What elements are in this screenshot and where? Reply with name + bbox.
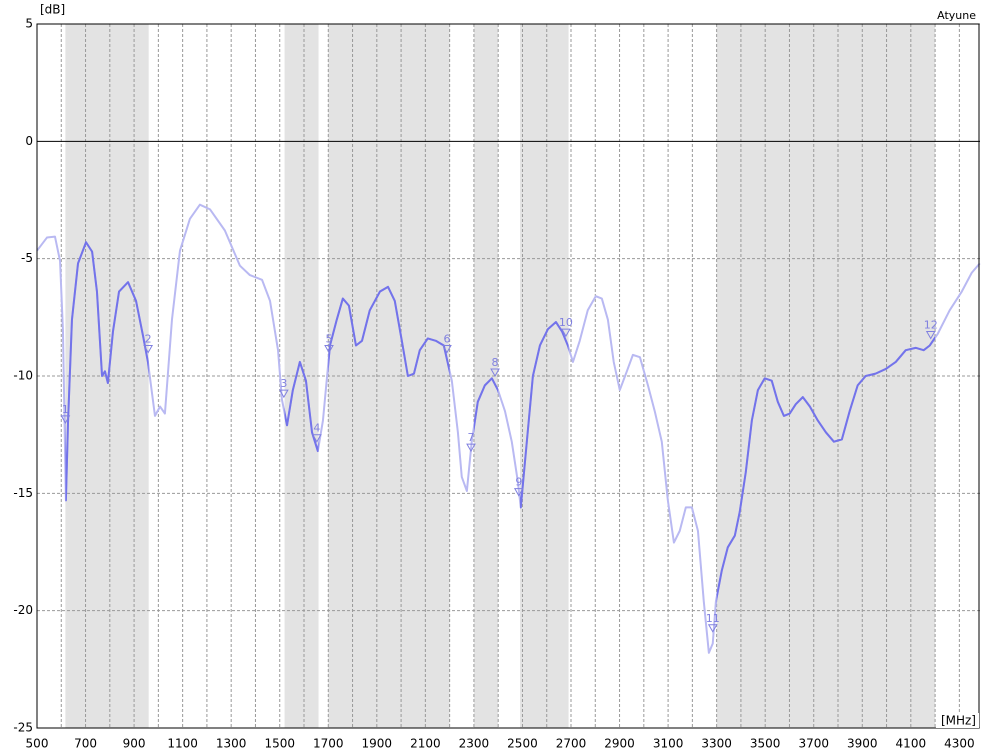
y-tick-label: -10 [13,369,33,383]
marker-label: 5 [326,333,333,346]
marker-label: 1 [62,403,69,416]
marker [925,330,936,340]
marker [466,443,476,453]
x-tick-label: 700 [74,737,97,751]
chart-title: Atyune [937,9,976,22]
y-tick-label: -20 [13,603,33,617]
x-tick-label: 1300 [216,737,247,751]
marker [143,345,154,354]
y-tick-label: -5 [21,251,33,265]
x-axis-label-box [936,713,979,728]
x-tick-label: 1100 [167,737,198,751]
marker [707,624,718,633]
marker-label: 11 [706,612,720,625]
marker-label: 10 [559,316,573,329]
marker [278,389,289,399]
x-tick-label: 3500 [750,737,781,751]
plot-frame [36,23,980,729]
x-tick-label: 2700 [556,737,587,751]
marker-label: 3 [280,377,287,390]
marker-label: 8 [492,356,499,369]
marker-label: 12 [924,318,938,331]
x-axis-label: [MHz] [941,714,976,728]
marker [442,345,452,354]
marker [513,488,524,497]
y-axis-label: [dB] [40,3,65,17]
marker-label: 2 [145,333,152,346]
y-tick-label: 5 [25,17,33,31]
marker [312,434,322,443]
x-tick-label: 2300 [459,737,490,751]
x-tick-label: 4300 [944,737,975,751]
marker-label: 9 [515,476,522,489]
x-tick-label: 1700 [313,737,344,751]
x-tick-label: 3100 [653,737,684,751]
x-tick-label: 2100 [410,737,441,751]
marker [490,368,500,378]
x-tick-label: 1900 [362,737,393,751]
x-tick-label: 4100 [896,737,927,751]
y-tick-label: 0 [25,134,33,148]
x-tick-label: 1500 [264,737,295,751]
x-tick-label: 3300 [701,737,732,751]
marker-label: 4 [313,422,320,435]
y-tick-label: -25 [13,721,33,735]
y-tick-label: -15 [13,486,33,500]
x-tick-label: 3700 [798,737,829,751]
marker [60,415,71,424]
marker [324,345,334,354]
x-tick-label: 3900 [847,737,878,751]
x-tick-label: 900 [123,737,146,751]
marker [561,328,571,338]
marker-label: 7 [467,431,474,444]
x-tick-label: 2900 [604,737,635,751]
x-tick-label: 2500 [507,737,538,751]
x-tick-label: 500 [26,737,49,751]
marker-label: 6 [443,333,450,346]
